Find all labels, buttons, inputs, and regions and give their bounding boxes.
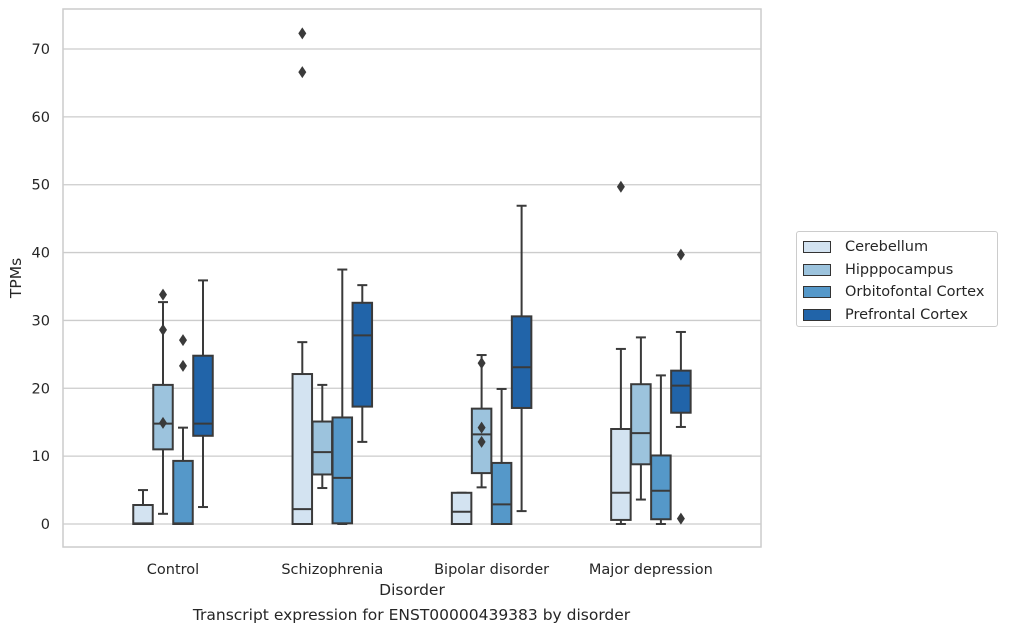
outlier-point [159,323,167,336]
y-tick-label: 40 [32,246,50,262]
y-tick-label: 0 [41,517,50,533]
box-orbitofontal-cortex [331,268,354,525]
y-tick-labels: 0 10 20 30 40 50 60 70 [32,42,50,533]
legend-swatch [803,308,831,321]
legend-swatch [803,286,831,299]
box-hipppocampus [630,336,652,501]
box-prefrontal-cortex [510,204,533,513]
box-cerebellum [291,27,314,525]
box-iqr [510,315,533,409]
outlier-point [159,416,167,429]
legend-item: Cerebellum [803,236,997,259]
x-axis-label: Disorder [379,581,445,599]
box-cerebellum [450,491,473,525]
y-tick-label: 60 [32,110,50,126]
box-cerebellum [132,489,154,525]
legend-swatch [803,241,831,254]
box-iqr [291,373,314,525]
box-iqr [670,369,692,414]
outlier-point [477,421,486,434]
legend-label: Orbitofontal Cortex [845,284,985,301]
legend-swatch [803,263,831,276]
outlier-point [616,180,625,193]
legend-item: Orbitofontal Cortex [803,281,997,304]
outlier-point [298,27,307,40]
box-hipppocampus [152,288,174,515]
outlier-point [676,248,685,261]
legend-label: Cerebellum [845,239,929,256]
x-tick-label: Schizophrenia [281,562,383,578]
box-orbitofontal-cortex [650,374,672,525]
legend: Cerebellum Hipppocampus Orbitofontal Corte… [796,231,998,327]
outlier-point [477,435,486,448]
box-iqr [311,420,334,476]
box-iqr [610,428,632,521]
legend-item: Hipppocampus [803,259,997,282]
box-iqr [450,491,473,525]
box-iqr [172,459,194,525]
y-tick-label: 70 [32,42,50,58]
legend-label: Prefrontal Cortex [845,306,968,323]
outlier-point [179,359,187,372]
outlier-point [179,334,187,347]
outlier-point [298,66,307,79]
outlier-point [159,288,167,301]
box-iqr [490,461,513,525]
y-tick-label: 20 [32,381,50,397]
box-cerebellum [610,180,632,525]
chart-caption: Transcript expression for ENST0000043938… [192,606,631,624]
outlier-point [676,512,685,525]
box-prefrontal-cortex [192,279,214,509]
legend-item: Prefrontal Cortex [803,304,997,327]
box-iqr [650,454,672,521]
box-iqr [351,301,374,408]
box-iqr [192,354,214,437]
x-tick-label: Bipolar disorder [434,562,549,578]
box-hipppocampus [470,354,493,489]
box-prefrontal-cortex [670,248,692,525]
box-hipppocampus [311,383,334,490]
boxes [132,27,692,525]
x-tick-label: Control [147,562,199,578]
box-iqr [331,416,354,525]
outlier-point [477,357,486,370]
x-tick-labels: Control Schizophrenia Bipolar disorder Majo… [147,562,713,578]
y-axis-label: TPMs [7,258,25,299]
y-tick-label: 10 [32,449,50,465]
legend-label: Hipppocampus [845,261,954,278]
plot-area-frame [62,8,762,548]
x-tick-label: Major depression [589,562,713,578]
box-orbitofontal-cortex [490,387,513,525]
box-iqr [132,504,154,525]
y-tick-label: 30 [32,313,50,329]
grid [63,48,761,525]
box-prefrontal-cortex [351,284,374,443]
y-tick-label: 50 [32,178,50,194]
box-orbitofontal-cortex [172,334,194,525]
box-iqr [630,383,652,466]
